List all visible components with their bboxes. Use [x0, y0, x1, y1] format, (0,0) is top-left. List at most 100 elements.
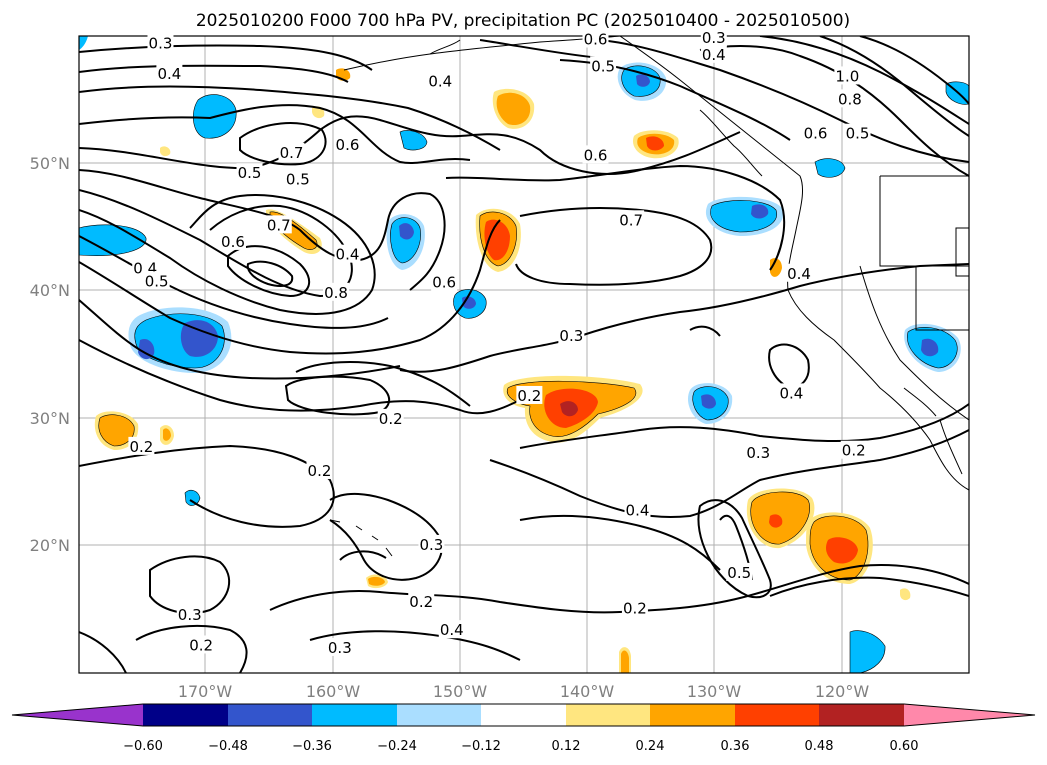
colorbar-segment	[312, 704, 397, 726]
contour-label: 0.3	[149, 34, 173, 52]
contour-label-bg	[582, 29, 609, 48]
contour-label: 0.5	[286, 171, 310, 189]
contour-label-bg	[802, 123, 829, 142]
contour-label-bg	[431, 272, 458, 291]
contour-label-bg	[726, 562, 753, 581]
contour-label-bg	[840, 440, 867, 459]
colorbar-tick-label: −0.24	[377, 739, 417, 754]
colorbar-extend-high	[904, 704, 1035, 726]
contour-label: 0.4	[702, 46, 726, 64]
contour-label-bg	[323, 282, 350, 301]
contour-label-bg	[582, 145, 609, 164]
contour-label: 0.7	[619, 211, 643, 229]
contour-label: 0.6	[336, 136, 360, 154]
colorbar-tick-label: −0.12	[461, 739, 501, 754]
contour-label: 0.5	[846, 125, 870, 143]
contour-label-bg	[836, 89, 863, 108]
contour-label-bg	[128, 436, 155, 455]
contour-label-bg	[438, 620, 465, 639]
contour-label: 0.3	[178, 606, 202, 624]
contour-label: 0.2	[517, 387, 541, 405]
contour-label: 0.8	[324, 284, 348, 302]
contour-label: 0.6	[432, 274, 456, 292]
contour-label: 0.4	[626, 502, 650, 520]
contour-label: 0.7	[280, 144, 304, 162]
lat-label-50n: 50°N	[30, 154, 70, 173]
precip-positive-areas	[94, 68, 911, 673]
contour-label-bg	[334, 135, 361, 154]
contour-label-bg	[786, 263, 813, 282]
contour-label: 0.2	[189, 636, 213, 654]
colorbar-segment	[735, 704, 819, 726]
contour-label: 0.6	[221, 233, 245, 251]
contour-label: 0.5	[727, 564, 751, 582]
contour-label-bg	[844, 123, 871, 142]
contour-label-bg	[516, 385, 543, 404]
colorbar-segment	[481, 704, 566, 726]
colorbar-tick-label: −0.60	[123, 739, 163, 754]
colorbar-extend-low	[12, 704, 143, 726]
colorbar-segment	[819, 704, 904, 726]
coastlines	[329, 36, 969, 557]
lat-label-20n: 20°N	[30, 536, 70, 555]
contour-label: 0.8	[838, 90, 862, 108]
lat-label-30n: 30°N	[30, 409, 70, 428]
contour-label-bg	[219, 231, 246, 250]
contour-label-bg	[427, 71, 454, 90]
map-panel	[78, 35, 970, 674]
longitude-axis: 170°W 160°W 150°W 140°W 130°W 120°W	[178, 682, 870, 701]
lon-label-120w: 120°W	[815, 682, 870, 701]
contour-label: 0.5	[238, 164, 262, 182]
contour-label: 0.5	[145, 272, 169, 290]
contour-label: 0.2	[129, 438, 153, 456]
lon-label-150w: 150°W	[433, 682, 488, 701]
contour-label-bg	[334, 244, 361, 263]
colorbar-tick-label: −0.36	[292, 739, 332, 754]
lon-label-160w: 160°W	[306, 682, 361, 701]
contour-label: 0.4	[787, 265, 811, 283]
colorbar-outline	[11, 703, 1036, 727]
colorbar-segment	[566, 704, 650, 726]
colorbar-tick-label: 0.24	[636, 739, 665, 754]
colorbar-tick-label: 0.12	[552, 739, 581, 754]
contour-label-bg	[618, 210, 645, 229]
contour-label-bg	[558, 326, 585, 345]
contour-label-bg	[236, 163, 263, 182]
contour-label-bg	[590, 56, 617, 75]
lon-label-140w: 140°W	[560, 682, 615, 701]
contour-label-bg	[188, 635, 215, 654]
contour-label-bg	[278, 142, 305, 161]
lon-label-130w: 130°W	[687, 682, 742, 701]
colorbar-segment	[397, 704, 481, 726]
colorbar-segment	[228, 704, 312, 726]
contour-label-bg	[624, 500, 651, 519]
contour-label: 0.2	[623, 600, 647, 618]
contour-label: 0.3	[419, 536, 443, 554]
contour-label-bg	[778, 383, 805, 402]
contour-label: 0.2	[379, 410, 403, 428]
colorbar-segment	[650, 704, 735, 726]
contour-label: 0.3	[559, 327, 583, 345]
contour-label: 0.2	[409, 593, 433, 611]
contour-label-bg	[306, 461, 333, 480]
latitude-axis: 50°N 40°N 30°N 20°N	[30, 154, 70, 555]
colorbar-tick-label: 0.48	[805, 739, 834, 754]
contour-label: 0.3	[702, 29, 726, 47]
contour-label-bg	[265, 215, 292, 234]
contour-label: 0.5	[591, 57, 615, 75]
contour-label-bg	[700, 28, 727, 47]
figure-title: 2025010200 F000 700 hPa PV, precipitatio…	[196, 11, 850, 31]
contour-label: 0.2	[308, 462, 332, 480]
colorbar-tick-label: 0.60	[890, 739, 919, 754]
contour-label-bg	[176, 604, 203, 623]
contour-label-bg	[326, 638, 353, 657]
contour-label: 0.4	[336, 246, 360, 264]
contour-label-bg	[147, 33, 174, 52]
contour-label-bg	[621, 598, 648, 617]
colorbar-tick-label: 0.36	[721, 739, 750, 754]
contour-label: 0.4	[779, 384, 803, 402]
colorbar-segment	[143, 704, 228, 726]
contour-label: 0.4	[428, 73, 452, 91]
contour-label: 0.6	[584, 146, 608, 164]
contour-label: 0.3	[328, 639, 352, 657]
